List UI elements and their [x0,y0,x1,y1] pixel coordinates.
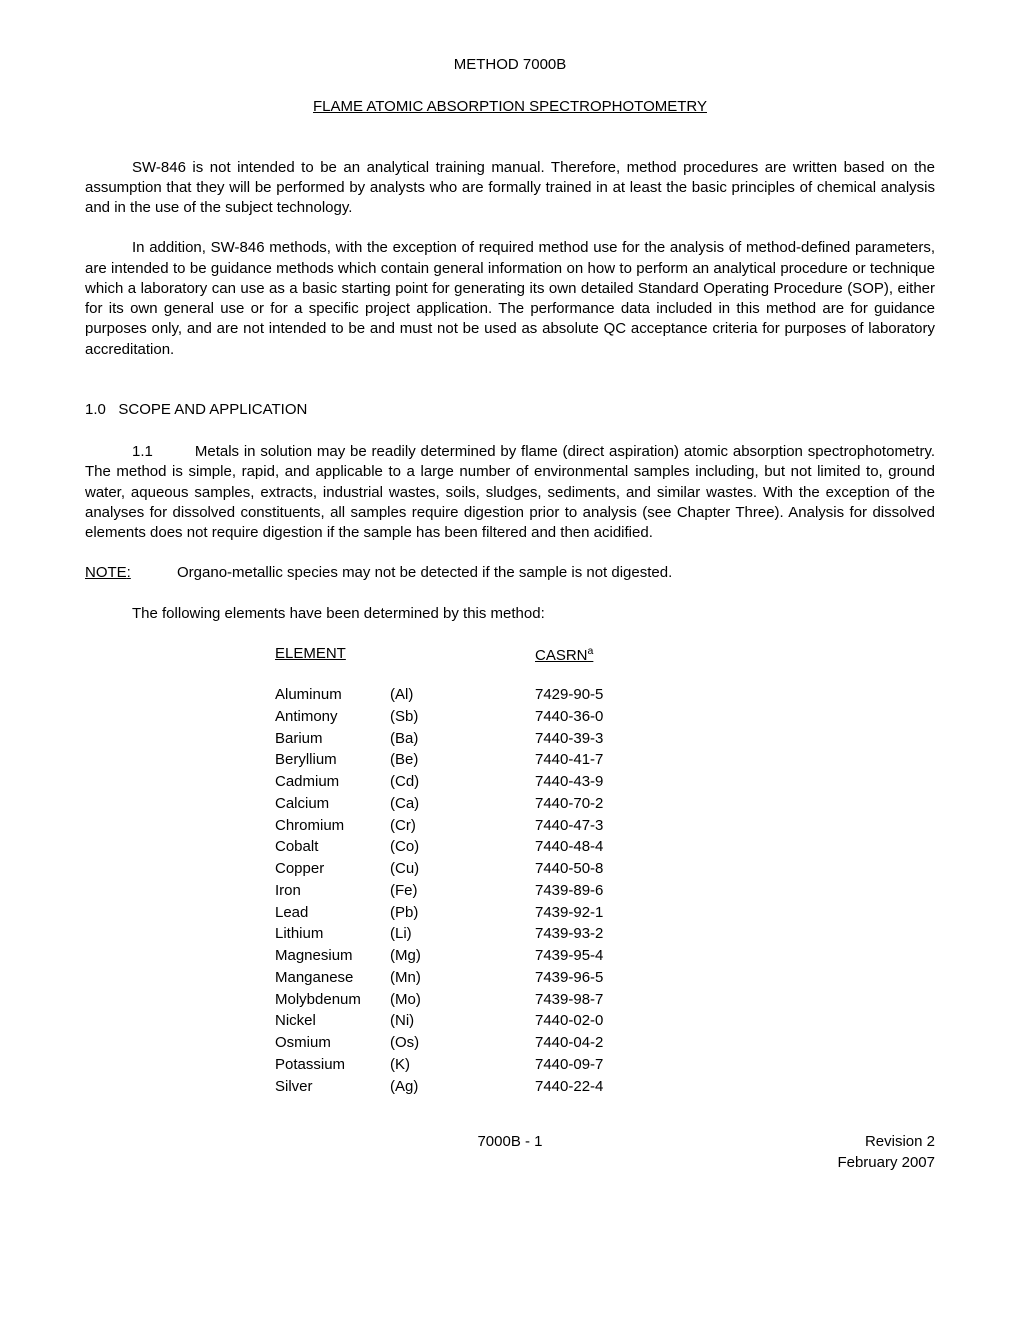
element-name: Chromium [275,815,390,837]
element-casrn: 7440-39-3 [535,728,603,750]
element-casrn: 7439-93-2 [535,923,603,945]
table-header-element: ELEMENT [275,644,535,666]
table-row: Calcium(Ca)7440-70-2 [275,793,935,815]
footer-revision-line2: February 2007 [85,1153,935,1173]
element-symbol: (Cu) [390,858,535,880]
element-symbol: (Be) [390,749,535,771]
element-name: Potassium [275,1054,390,1076]
element-casrn: 7440-36-0 [535,706,603,728]
page-footer: 7000B - 1 Revision 2 February 2007 [85,1132,935,1173]
element-casrn: 7429-90-5 [535,684,603,706]
note-text: Organo-metallic species may not be detec… [177,563,935,583]
table-row: Lithium(Li)7439-93-2 [275,923,935,945]
element-casrn: 7440-48-4 [535,836,603,858]
element-name: Magnesium [275,945,390,967]
table-row: Aluminum(Al)7429-90-5 [275,684,935,706]
element-symbol: (Cr) [390,815,535,837]
element-name: Calcium [275,793,390,815]
note-block: NOTE: Organo-metallic species may not be… [85,563,935,583]
element-symbol: (K) [390,1054,535,1076]
element-name: Cadmium [275,771,390,793]
element-name: Cobalt [275,836,390,858]
element-symbol: (Cd) [390,771,535,793]
table-header-row: ELEMENT CASRNa [275,644,935,666]
element-name: Lithium [275,923,390,945]
element-name: Nickel [275,1010,390,1032]
note-label: NOTE: [85,563,177,583]
element-symbol: (Ca) [390,793,535,815]
document-subtitle: FLAME ATOMIC ABSORPTION SPECTROPHOTOMETR… [85,97,935,117]
table-row: Lead(Pb)7439-92-1 [275,902,935,924]
section-number: 1.0 [85,401,106,418]
table-row: Osmium(Os)7440-04-2 [275,1032,935,1054]
subsection-1-1: 1.1Metals in solution may be readily det… [85,442,935,543]
element-symbol: (Os) [390,1032,535,1054]
element-name: Osmium [275,1032,390,1054]
element-casrn: 7439-98-7 [535,989,603,1011]
element-casrn: 7440-09-7 [535,1054,603,1076]
element-symbol: (Mg) [390,945,535,967]
element-casrn: 7439-89-6 [535,880,603,902]
table-row: Cadmium(Cd)7440-43-9 [275,771,935,793]
table-row: Nickel(Ni)7440-02-0 [275,1010,935,1032]
document-title: METHOD 7000B [85,55,935,75]
table-row: Potassium(K)7440-09-7 [275,1054,935,1076]
element-symbol: (Mn) [390,967,535,989]
element-symbol: (Li) [390,923,535,945]
element-casrn: 7439-95-4 [535,945,603,967]
table-row: Molybdenum(Mo)7439-98-7 [275,989,935,1011]
element-name: Iron [275,880,390,902]
element-name: Silver [275,1076,390,1098]
paragraph-intro-2: In addition, SW-846 methods, with the ex… [85,238,935,360]
table-row: Silver(Ag)7440-22-4 [275,1076,935,1098]
table-body: Aluminum(Al)7429-90-5Antimony(Sb)7440-36… [275,684,935,1097]
table-row: Manganese(Mn)7439-96-5 [275,967,935,989]
element-name: Molybdenum [275,989,390,1011]
element-casrn: 7439-96-5 [535,967,603,989]
element-symbol: (Ba) [390,728,535,750]
element-casrn: 7440-41-7 [535,749,603,771]
paragraph-intro-1: SW-846 is not intended to be an analytic… [85,158,935,219]
element-name: Antimony [275,706,390,728]
table-intro-text: The following elements have been determi… [85,604,935,624]
table-header-casrn: CASRNa [535,644,593,666]
table-row: Magnesium(Mg)7439-95-4 [275,945,935,967]
element-name: Lead [275,902,390,924]
table-row: Antimony(Sb)7440-36-0 [275,706,935,728]
section-heading-scope: 1.0 SCOPE AND APPLICATION [85,400,935,420]
table-row: Iron(Fe)7439-89-6 [275,880,935,902]
subsection-number: 1.1 [132,443,153,460]
element-casrn: 7440-02-0 [535,1010,603,1032]
element-name: Manganese [275,967,390,989]
element-symbol: (Al) [390,684,535,706]
subsection-text: Metals in solution may be readily determ… [85,443,935,541]
element-name: Copper [275,858,390,880]
element-casrn: 7440-47-3 [535,815,603,837]
table-row: Beryllium(Be)7440-41-7 [275,749,935,771]
element-name: Barium [275,728,390,750]
element-symbol: (Ni) [390,1010,535,1032]
element-casrn: 7440-70-2 [535,793,603,815]
element-casrn: 7440-43-9 [535,771,603,793]
element-table: ELEMENT CASRNa Aluminum(Al)7429-90-5Anti… [275,644,935,1098]
section-title: SCOPE AND APPLICATION [118,401,307,418]
element-casrn: 7440-04-2 [535,1032,603,1054]
element-casrn: 7440-22-4 [535,1076,603,1098]
element-symbol: (Ag) [390,1076,535,1098]
element-symbol: (Fe) [390,880,535,902]
element-name: Aluminum [275,684,390,706]
table-row: Copper(Cu)7440-50-8 [275,858,935,880]
table-row: Cobalt(Co)7440-48-4 [275,836,935,858]
element-symbol: (Co) [390,836,535,858]
element-name: Beryllium [275,749,390,771]
element-symbol: (Mo) [390,989,535,1011]
table-row: Barium(Ba)7440-39-3 [275,728,935,750]
element-casrn: 7439-92-1 [535,902,603,924]
element-symbol: (Sb) [390,706,535,728]
footer-page-number: 7000B - 1 [85,1132,935,1152]
element-casrn: 7440-50-8 [535,858,603,880]
element-symbol: (Pb) [390,902,535,924]
table-row: Chromium(Cr)7440-47-3 [275,815,935,837]
